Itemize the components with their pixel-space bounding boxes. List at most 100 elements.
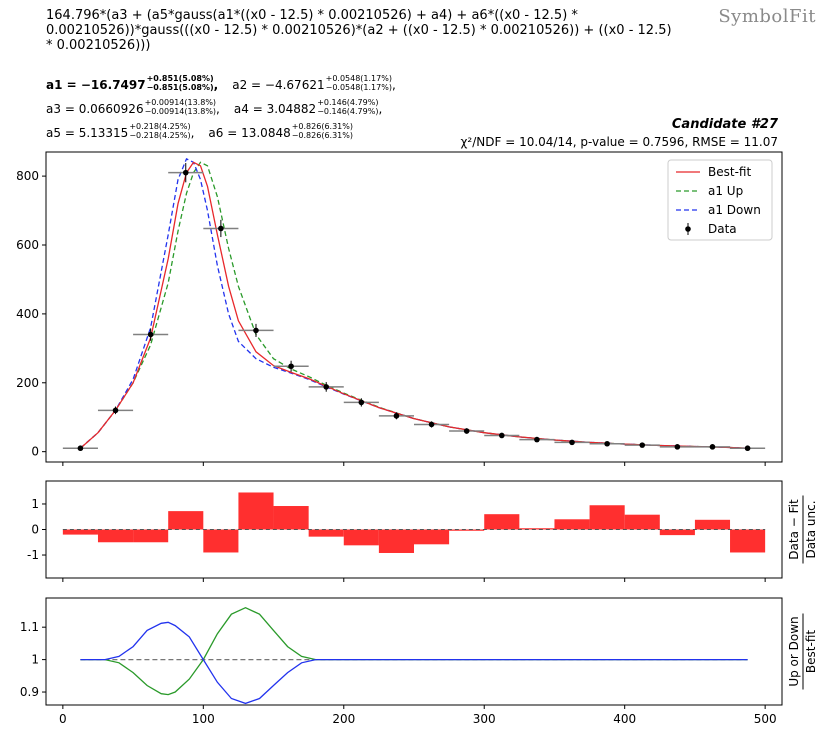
ratio-plot-frame <box>45 597 783 706</box>
data-point <box>639 442 646 448</box>
residual-bar <box>589 505 625 530</box>
data-point <box>323 384 330 390</box>
param-value: −16.7497 <box>80 78 146 92</box>
residual-bar <box>238 492 274 530</box>
param-name: a6 <box>208 126 224 140</box>
legend-label: Data <box>708 222 737 236</box>
param-unc-down: −0.146(4.79%) <box>317 107 379 116</box>
a1-down-curve <box>79 158 748 449</box>
param-value: 0.0660926 <box>78 102 144 116</box>
fit-formula: 164.796*(a3 + (a5*gauss(a1*((x0 - 12.5) … <box>46 8 672 53</box>
residual-bar <box>203 529 239 553</box>
residual-bar <box>414 529 450 545</box>
param-value: 5.13315 <box>78 126 129 140</box>
residual-bar <box>554 519 590 530</box>
data-point <box>77 445 84 452</box>
x-tick-label: 400 <box>613 712 636 726</box>
param-name: a3 <box>46 102 61 116</box>
legend-box <box>667 159 773 241</box>
residual-bar <box>484 514 520 530</box>
x-tick-label: 300 <box>473 712 496 726</box>
residual-bar <box>62 529 98 535</box>
data-point <box>569 439 575 446</box>
data-point <box>463 428 470 434</box>
candidate-label: Candidate #27 <box>671 117 778 132</box>
param-a2: a2 = −4.67621 +0.0548(1.17%) −0.0548(1.17%… <box>232 74 396 92</box>
y-tick-label: 600 <box>16 238 39 252</box>
residual-bar <box>378 529 414 553</box>
residual-bar <box>449 529 485 531</box>
residual-ylabel-bottom: Data unc. <box>804 500 818 558</box>
best-fit-curve <box>79 161 748 449</box>
residual-bar <box>97 529 134 543</box>
data-point <box>288 363 294 370</box>
y-tick-label: 800 <box>16 169 39 183</box>
y-tick-label: 200 <box>16 376 39 390</box>
residual-bar <box>133 529 169 543</box>
residual-bar <box>273 506 309 530</box>
param-a3: a3 = 0.0660926 +0.00914(13.8%) −0.00914(13… <box>46 98 220 116</box>
param-unc-down: −0.826(6.31%) <box>291 131 353 140</box>
legend-label: Best-fit <box>708 165 751 179</box>
x-tick-label: 0 <box>59 712 67 726</box>
param-unc-down: −0.00914(13.8%) <box>144 107 217 116</box>
data-point <box>112 407 119 414</box>
y-tick-label: 1 <box>31 497 39 511</box>
param-value: 3.04882 <box>266 102 317 116</box>
param-unc-up: +0.0548(1.17%) <box>325 74 392 83</box>
param-unc-up: +0.851(5.08%) <box>146 74 214 83</box>
x-tick-label: 100 <box>192 712 215 726</box>
fit-statistics: χ²/NDF = 10.04/14, p-value = 0.7596, RMS… <box>460 135 778 149</box>
residual-bar <box>694 519 731 530</box>
param-name: a2 <box>232 78 248 92</box>
ratio-up-curve <box>80 606 748 696</box>
y-tick-label: 400 <box>16 307 39 321</box>
param-name: a5 <box>46 126 61 140</box>
param-value: 13.0848 <box>241 126 291 140</box>
data-point <box>604 440 610 447</box>
param-row-3: a5 = 5.13315 +0.218(4.25%) −0.218(4.25%), … <box>46 122 410 146</box>
a1-up-curve <box>79 161 748 449</box>
param-unc-up: +0.146(4.79%) <box>317 98 379 107</box>
symbolfit-logo: SymbolFit <box>718 6 816 27</box>
residual-bar <box>168 511 204 530</box>
param-unc-down: −0.851(5.08%) <box>146 83 214 92</box>
data-point <box>674 444 681 450</box>
residual-bar <box>519 528 555 530</box>
param-unc-up: +0.00914(13.8%) <box>144 98 217 107</box>
param-unc-down: −0.218(4.25%) <box>129 131 191 140</box>
param-unc-up: +0.218(4.25%) <box>129 122 191 131</box>
ratio-ylabel-bottom: Best-fit <box>804 630 818 673</box>
y-tick-label: 0 <box>31 445 39 459</box>
x-tick-label: 200 <box>332 712 355 726</box>
param-unc-down: −0.0548(1.17%) <box>325 83 392 92</box>
data-point <box>709 444 716 450</box>
data-point <box>182 169 189 176</box>
y-tick-label: -1 <box>27 548 39 562</box>
data-point <box>253 327 259 334</box>
data-point <box>218 225 224 232</box>
residual-ylabel-top: Data − Fit <box>787 499 801 560</box>
legend-marker <box>685 226 691 232</box>
param-a5: a5 = 5.13315 +0.218(4.25%) −0.218(4.25%), <box>46 122 195 140</box>
param-row-1: a1 = −16.7497 +0.851(5.08%) −0.851(5.08%),… <box>46 74 410 98</box>
param-value: −4.67621 <box>264 78 325 92</box>
param-unc-up: +0.826(6.31%) <box>291 122 353 131</box>
residual-bar <box>659 529 695 536</box>
residual-bar <box>343 529 379 546</box>
param-a1: a1 = −16.7497 +0.851(5.08%) −0.851(5.08%), <box>46 74 219 92</box>
param-name: a1 <box>46 78 63 92</box>
data-point <box>534 436 540 443</box>
param-a6: a6 = 13.0848 +0.826(6.31%) −0.826(6.31%) <box>208 122 353 140</box>
y-tick-label: 0 <box>31 523 39 537</box>
residual-bar <box>624 514 660 530</box>
data-point <box>744 445 751 452</box>
ratio-down-curve <box>80 621 748 705</box>
param-name: a4 <box>233 102 249 116</box>
y-tick-label: 1.1 <box>20 620 39 634</box>
main-plot-frame <box>45 151 783 463</box>
y-tick-label: 0.9 <box>20 685 39 699</box>
data-point <box>498 432 505 439</box>
y-tick-label: 1 <box>31 653 39 667</box>
